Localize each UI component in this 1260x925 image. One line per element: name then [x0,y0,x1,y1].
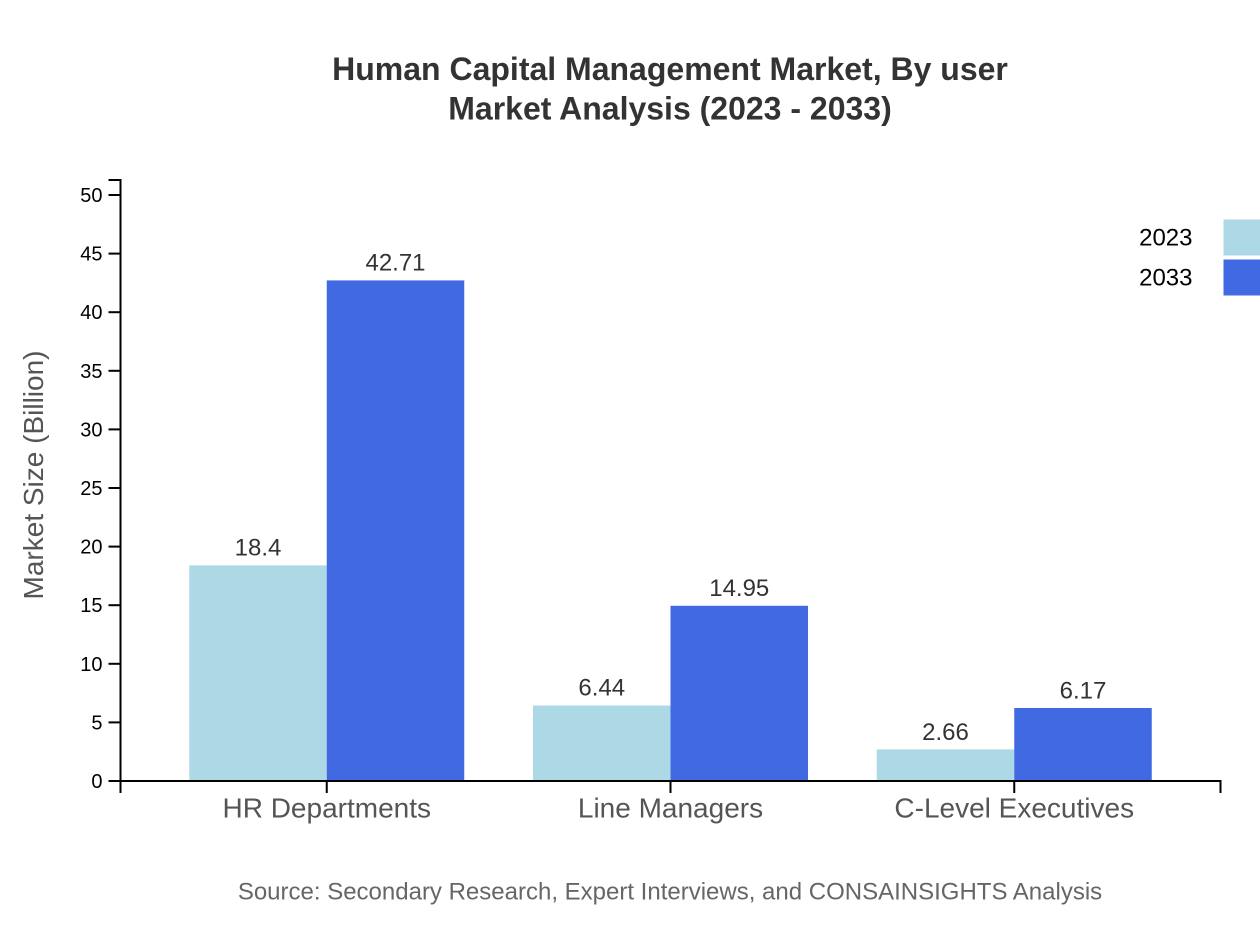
svg-text:Human Capital Management Marke: Human Capital Management Market, By user [332,51,1008,87]
svg-text:20: 20 [80,537,102,559]
svg-text:5: 5 [91,712,102,734]
svg-text:Line Managers: Line Managers [578,793,763,824]
svg-text:C-Level Executives: C-Level Executives [894,793,1134,824]
svg-text:15: 15 [80,595,102,617]
svg-text:Market Size (Billion): Market Size (Billion) [18,351,49,600]
svg-text:40: 40 [80,302,102,324]
svg-text:2023: 2023 [1139,225,1192,252]
svg-text:6.17: 6.17 [1060,678,1107,705]
svg-text:2033: 2033 [1139,265,1192,292]
svg-text:6.44: 6.44 [578,675,625,702]
svg-text:50: 50 [80,185,102,207]
svg-text:2.66: 2.66 [922,719,969,746]
svg-text:10: 10 [80,654,102,676]
svg-text:42.71: 42.71 [365,249,425,276]
svg-text:18.4: 18.4 [235,534,282,561]
svg-text:35: 35 [80,361,102,383]
svg-text:0: 0 [91,771,102,793]
svg-text:HR Departments: HR Departments [222,793,431,824]
svg-text:25: 25 [80,478,102,500]
svg-text:45: 45 [80,244,102,266]
svg-text:30: 30 [80,419,102,441]
svg-text:Source: Secondary Research, Ex: Source: Secondary Research, Expert Inter… [238,879,1102,906]
svg-text:14.95: 14.95 [709,575,769,602]
svg-text:Market Analysis (2023 - 2033): Market Analysis (2023 - 2033) [448,91,892,127]
